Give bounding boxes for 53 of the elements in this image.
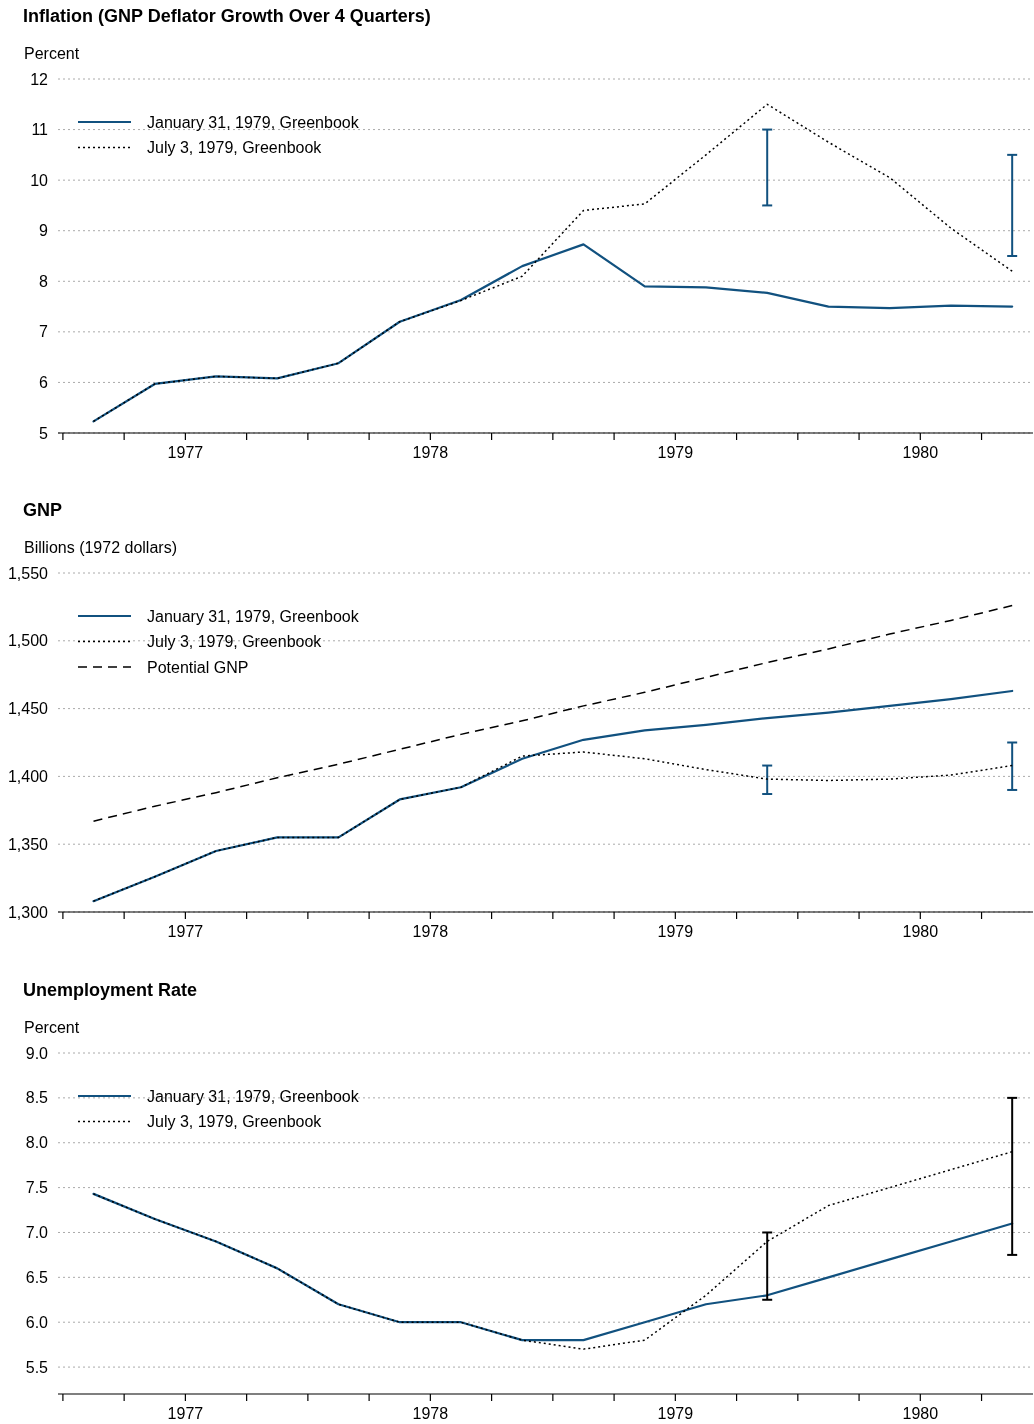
y-axis-title: Percent <box>24 45 80 62</box>
line-series <box>92 604 1013 822</box>
chart-title: Unemployment Rate <box>23 980 198 1000</box>
y-tick-label: 6.5 <box>25 1268 49 1286</box>
y-tick-label: 6.0 <box>25 1313 49 1331</box>
y-tick-label: 11 <box>31 121 49 139</box>
x-tick-label: 1979 <box>657 444 694 461</box>
y-tick-label: 5.5 <box>25 1358 49 1376</box>
legend-label: July 3, 1979, Greenbook <box>147 1113 323 1131</box>
legend-label: January 31, 1979, Greenbook <box>147 1087 360 1105</box>
y-tick-label: 9.0 <box>25 1044 49 1062</box>
x-tick-label: 1978 <box>412 1405 449 1422</box>
y-tick-label: 8.5 <box>25 1089 49 1107</box>
y-tick-label: 7.5 <box>25 1179 49 1197</box>
x-tick-label: 1977 <box>167 444 204 461</box>
x-tick-label: 1977 <box>167 923 204 940</box>
x-tick-label: 1978 <box>412 444 449 461</box>
x-tick-label: 1978 <box>412 923 449 940</box>
y-tick-label: 8 <box>39 272 49 290</box>
legend-label: January 31, 1979, Greenbook <box>147 113 360 131</box>
chart-title: Inflation (GNP Deflator Growth Over 4 Quarters) <box>23 6 431 26</box>
y-tick-label: 1,500 <box>7 632 49 650</box>
y-tick-label: 7 <box>39 323 49 341</box>
y-tick-label: 1,350 <box>7 835 49 853</box>
x-tick-label: 1977 <box>167 1405 204 1422</box>
line-series <box>92 689 1014 903</box>
y-tick-label: 6 <box>39 374 49 392</box>
y-tick-label: 1,300 <box>7 903 49 921</box>
line-series <box>92 243 1014 423</box>
legend-label: Potential GNP <box>147 658 249 676</box>
y-tick-label: 12 <box>30 70 49 88</box>
y-tick-label: 5 <box>39 424 49 442</box>
y-tick-label: 1,450 <box>7 700 49 718</box>
y-tick-label: 9 <box>39 222 49 240</box>
y-tick-label: 10 <box>30 171 49 189</box>
x-tick-label: 1980 <box>902 923 939 940</box>
legend-label: July 3, 1979, Greenbook <box>147 139 323 157</box>
chart-title: GNP <box>23 500 63 520</box>
y-tick-label: 1,400 <box>7 768 49 785</box>
y-axis-title: Percent <box>24 1019 80 1036</box>
x-tick-label: 1979 <box>657 1405 694 1422</box>
y-tick-label: 7.0 <box>25 1224 49 1242</box>
line-series <box>92 1192 1014 1342</box>
x-tick-label: 1980 <box>902 1405 939 1422</box>
legend-label: January 31, 1979, Greenbook <box>147 607 360 625</box>
y-axis-title: Billions (1972 dollars) <box>24 539 177 556</box>
line-series <box>92 103 1013 423</box>
legend-label: July 3, 1979, Greenbook <box>147 633 323 651</box>
y-tick-label: 1,550 <box>7 564 49 582</box>
x-tick-label: 1980 <box>902 444 939 461</box>
line-series <box>92 751 1013 902</box>
y-tick-label: 8.0 <box>25 1134 49 1152</box>
x-tick-label: 1979 <box>657 923 694 940</box>
